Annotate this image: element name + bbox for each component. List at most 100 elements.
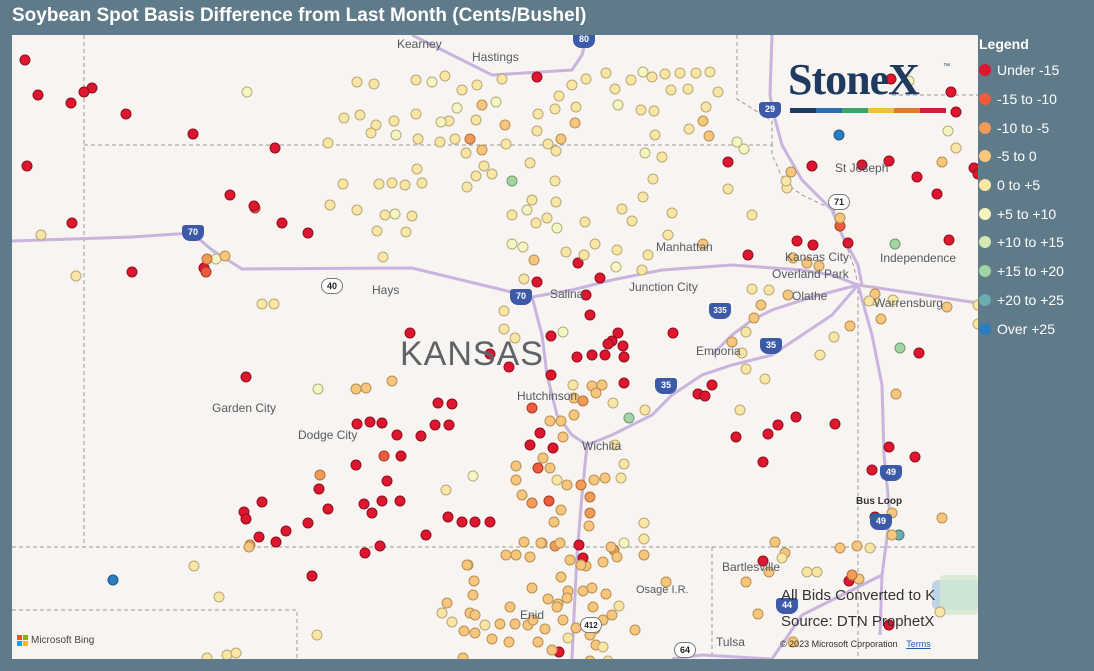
basis-point[interactable] (683, 123, 695, 135)
basis-point[interactable] (306, 570, 318, 582)
basis-point[interactable] (626, 215, 638, 227)
basis-point[interactable] (787, 636, 799, 648)
basis-point[interactable] (468, 575, 480, 587)
basis-point[interactable] (665, 84, 677, 96)
basis-point[interactable] (66, 217, 78, 229)
basis-point[interactable] (605, 541, 617, 553)
basis-point[interactable] (484, 348, 496, 360)
basis-point[interactable] (504, 601, 516, 613)
basis-point[interactable] (584, 655, 596, 659)
basis-point[interactable] (610, 261, 622, 273)
basis-point[interactable] (456, 516, 468, 528)
basis-point[interactable] (623, 412, 635, 424)
basis-point[interactable] (376, 417, 388, 429)
basis-point[interactable] (950, 142, 962, 154)
basis-point[interactable] (532, 462, 544, 474)
basis-point[interactable] (547, 442, 559, 454)
basis-point[interactable] (374, 540, 386, 552)
basis-point[interactable] (434, 136, 446, 148)
basis-point[interactable] (506, 238, 518, 250)
basis-point[interactable] (458, 625, 470, 637)
basis-point[interactable] (607, 397, 619, 409)
basis-point[interactable] (365, 127, 377, 139)
basis-point[interactable] (542, 138, 554, 150)
basis-point[interactable] (280, 525, 292, 537)
basis-point[interactable] (731, 136, 743, 148)
basis-point[interactable] (381, 475, 393, 487)
basis-point[interactable] (524, 157, 536, 169)
basis-point[interactable] (553, 90, 565, 102)
basis-point[interactable] (503, 636, 515, 648)
basis-point[interactable] (377, 251, 389, 263)
basis-point[interactable] (256, 298, 268, 310)
bing-attribution[interactable]: Microsoft Bing (17, 635, 94, 646)
basis-point[interactable] (706, 379, 718, 391)
basis-point[interactable] (432, 397, 444, 409)
basis-point[interactable] (851, 540, 863, 552)
basis-point[interactable] (612, 327, 624, 339)
basis-point[interactable] (350, 459, 362, 471)
basis-point[interactable] (618, 351, 630, 363)
basis-point[interactable] (801, 257, 813, 269)
basis-point[interactable] (441, 597, 453, 609)
basis-point[interactable] (941, 301, 953, 313)
basis-point[interactable] (866, 464, 878, 476)
basis-point[interactable] (636, 264, 648, 276)
basis-point[interactable] (537, 452, 549, 464)
basis-point[interactable] (188, 560, 200, 572)
basis-point[interactable] (539, 623, 551, 635)
basis-point[interactable] (561, 592, 573, 604)
basis-point[interactable] (662, 229, 674, 241)
basis-point[interactable] (856, 159, 868, 171)
basis-point[interactable] (801, 566, 813, 578)
basis-point[interactable] (748, 312, 760, 324)
basis-point[interactable] (807, 239, 819, 251)
basis-point[interactable] (200, 266, 212, 278)
basis-point[interactable] (120, 108, 132, 120)
basis-point[interactable] (759, 373, 771, 385)
basis-point[interactable] (322, 503, 334, 515)
basis-point[interactable] (814, 349, 826, 361)
basis-point[interactable] (573, 539, 585, 551)
basis-point[interactable] (776, 552, 788, 564)
basis-point[interactable] (555, 415, 567, 427)
basis-point[interactable] (637, 191, 649, 203)
basis-point[interactable] (769, 536, 781, 548)
basis-point[interactable] (219, 250, 231, 262)
basis-point[interactable] (931, 188, 943, 200)
basis-point[interactable] (844, 320, 856, 332)
basis-point[interactable] (554, 537, 566, 549)
basis-point[interactable] (555, 133, 567, 145)
basis-point[interactable] (440, 484, 452, 496)
basis-point[interactable] (746, 209, 758, 221)
basis-point[interactable] (864, 542, 876, 554)
basis-point[interactable] (21, 160, 33, 172)
basis-point[interactable] (221, 649, 233, 659)
basis-point[interactable] (532, 636, 544, 648)
basis-point[interactable] (883, 619, 895, 631)
basis-point[interactable] (546, 644, 558, 656)
basis-point[interactable] (302, 227, 314, 239)
basis-point[interactable] (524, 439, 536, 451)
basis-point[interactable] (889, 238, 901, 250)
basis-point[interactable] (551, 474, 563, 486)
basis-point[interactable] (842, 237, 854, 249)
basis-point[interactable] (399, 179, 411, 191)
basis-point[interactable] (660, 576, 672, 588)
basis-point[interactable] (496, 73, 508, 85)
basis-point[interactable] (584, 309, 596, 321)
basis-point[interactable] (510, 474, 522, 486)
basis-point[interactable] (829, 418, 841, 430)
basis-point[interactable] (615, 472, 627, 484)
basis-point[interactable] (338, 112, 350, 124)
basis-point[interactable] (834, 212, 846, 224)
basis-point[interactable] (486, 633, 498, 645)
basis-point[interactable] (230, 647, 242, 659)
basis-point[interactable] (530, 217, 542, 229)
basis-point[interactable] (586, 582, 598, 594)
basis-point[interactable] (569, 117, 581, 129)
basis-point[interactable] (755, 299, 767, 311)
basis-point[interactable] (476, 99, 488, 111)
basis-point[interactable] (524, 551, 536, 563)
basis-point[interactable] (446, 398, 458, 410)
